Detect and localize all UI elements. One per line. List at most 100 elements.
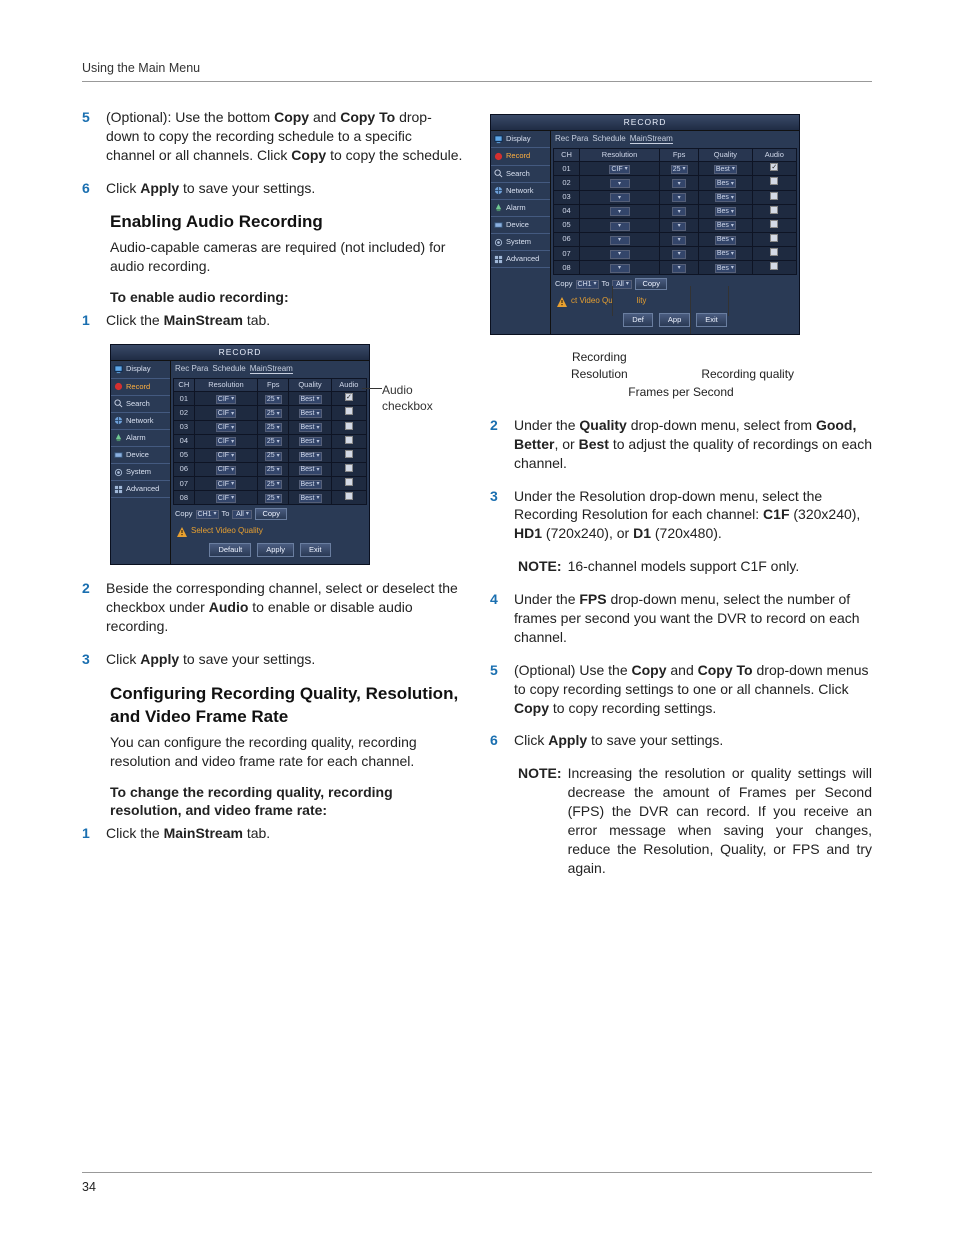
- resolution-dropdown[interactable]: [610, 193, 630, 202]
- resolution-dropdown[interactable]: [610, 207, 630, 216]
- sidebar-item-display[interactable]: Display: [491, 131, 550, 148]
- audio-checkbox[interactable]: [770, 177, 778, 185]
- resolution-dropdown[interactable]: CIF: [216, 466, 236, 475]
- fps-dropdown[interactable]: [672, 207, 686, 216]
- exit-button[interactable]: Exit: [300, 543, 331, 557]
- quality-dropdown[interactable]: Best: [299, 480, 322, 489]
- sidebar-item-alarm[interactable]: Alarm: [491, 200, 550, 217]
- tab-mainstream[interactable]: MainStream: [250, 364, 293, 374]
- def-button[interactable]: Def: [623, 313, 653, 327]
- audio-checkbox[interactable]: [345, 407, 353, 415]
- fps-dropdown[interactable]: 25: [265, 395, 282, 404]
- resolution-dropdown[interactable]: CIF: [216, 395, 236, 404]
- sidebar-item-system[interactable]: System: [491, 234, 550, 251]
- fps-dropdown[interactable]: [672, 250, 686, 259]
- tab-recpara[interactable]: Rec Para: [175, 364, 208, 373]
- audio-checkbox[interactable]: [345, 422, 353, 430]
- fps-dropdown[interactable]: 25: [671, 165, 688, 174]
- quality-dropdown[interactable]: Best: [299, 494, 322, 503]
- resolution-dropdown[interactable]: CIF: [216, 437, 236, 446]
- sidebar-item-device[interactable]: Device: [491, 217, 550, 234]
- quality-dropdown[interactable]: Bes: [715, 236, 736, 245]
- copy-to-dropdown[interactable]: All: [612, 280, 632, 289]
- default-button[interactable]: Default: [209, 543, 251, 557]
- fps-dropdown[interactable]: 25: [265, 494, 282, 503]
- fps-dropdown[interactable]: [672, 179, 686, 188]
- sidebar-item-network[interactable]: Network: [491, 183, 550, 200]
- audio-checkbox[interactable]: [770, 192, 778, 200]
- resolution-dropdown[interactable]: CIF: [609, 165, 629, 174]
- quality-dropdown[interactable]: Best: [299, 466, 322, 475]
- copy-to-dropdown[interactable]: All: [232, 510, 252, 519]
- audio-checkbox[interactable]: [345, 450, 353, 458]
- audio-checkbox[interactable]: [770, 234, 778, 242]
- fps-dropdown[interactable]: 25: [265, 452, 282, 461]
- quality-dropdown[interactable]: Bes: [715, 207, 736, 216]
- sidebar-item-search[interactable]: Search: [111, 396, 170, 413]
- audio-checkbox[interactable]: [770, 262, 778, 270]
- resolution-dropdown[interactable]: [610, 222, 630, 231]
- audio-checkbox[interactable]: [770, 220, 778, 228]
- audio-checkbox[interactable]: [770, 248, 778, 256]
- app-button[interactable]: App: [659, 313, 690, 327]
- fps-dropdown[interactable]: 25: [265, 423, 282, 432]
- resolution-dropdown[interactable]: [610, 179, 630, 188]
- quality-dropdown[interactable]: Best: [299, 395, 322, 404]
- resolution-dropdown[interactable]: CIF: [216, 423, 236, 432]
- audio-checkbox[interactable]: [345, 436, 353, 444]
- quality-dropdown[interactable]: Bes: [715, 179, 736, 188]
- audio-checkbox[interactable]: [770, 163, 778, 171]
- quality-dropdown[interactable]: Best: [299, 437, 322, 446]
- resolution-dropdown[interactable]: [610, 264, 630, 273]
- sidebar-item-record[interactable]: Record: [491, 148, 550, 165]
- fps-dropdown[interactable]: 25: [265, 466, 282, 475]
- copy-label: Copy: [555, 279, 573, 289]
- audio-checkbox[interactable]: [345, 393, 353, 401]
- tab-mainstream[interactable]: MainStream: [630, 134, 673, 144]
- resolution-dropdown[interactable]: CIF: [216, 409, 236, 418]
- resolution-dropdown[interactable]: CIF: [216, 452, 236, 461]
- quality-dropdown[interactable]: Bes: [715, 250, 736, 259]
- quality-dropdown[interactable]: Bes: [715, 264, 736, 273]
- sidebar-item-system[interactable]: System: [111, 464, 170, 481]
- exit-button[interactable]: Exit: [696, 313, 727, 327]
- fps-dropdown[interactable]: [672, 264, 686, 273]
- fps-dropdown[interactable]: 25: [265, 409, 282, 418]
- quality-dropdown[interactable]: Best: [299, 409, 322, 418]
- audio-checkbox[interactable]: [345, 492, 353, 500]
- sidebar-item-display[interactable]: Display: [111, 361, 170, 378]
- tab-recpara[interactable]: Rec Para: [555, 134, 588, 143]
- quality-dropdown[interactable]: Best: [299, 452, 322, 461]
- fps-dropdown[interactable]: [672, 236, 686, 245]
- quality-dropdown[interactable]: Best: [299, 423, 322, 432]
- quality-dropdown[interactable]: Best: [714, 165, 737, 174]
- col-quality: Quality: [289, 379, 331, 392]
- sidebar-item-network[interactable]: Network: [111, 413, 170, 430]
- fps-dropdown[interactable]: [672, 193, 686, 202]
- resolution-dropdown[interactable]: CIF: [216, 480, 236, 489]
- quality-dropdown[interactable]: Bes: [715, 193, 736, 202]
- apply-button[interactable]: Apply: [257, 543, 294, 557]
- sidebar-item-record[interactable]: Record: [111, 379, 170, 396]
- quality-dropdown[interactable]: Bes: [715, 221, 736, 230]
- sidebar-item-device[interactable]: Device: [111, 447, 170, 464]
- audio-checkbox[interactable]: [770, 206, 778, 214]
- fps-dropdown[interactable]: 25: [265, 437, 282, 446]
- copy-button[interactable]: Copy: [635, 278, 667, 290]
- tab-schedule[interactable]: Schedule: [212, 364, 245, 373]
- resolution-dropdown[interactable]: CIF: [216, 494, 236, 503]
- resolution-dropdown[interactable]: [610, 236, 630, 245]
- fps-dropdown[interactable]: [672, 222, 686, 231]
- copy-button[interactable]: Copy: [255, 508, 287, 520]
- copy-from-dropdown[interactable]: CH1: [196, 510, 219, 519]
- copy-from-dropdown[interactable]: CH1: [576, 280, 599, 289]
- tab-schedule[interactable]: Schedule: [592, 134, 625, 143]
- resolution-dropdown[interactable]: [610, 250, 630, 259]
- sidebar-item-advanced[interactable]: Advanced: [491, 251, 550, 268]
- sidebar-item-alarm[interactable]: Alarm: [111, 430, 170, 447]
- audio-checkbox[interactable]: [345, 478, 353, 486]
- fps-dropdown[interactable]: 25: [265, 480, 282, 489]
- sidebar-item-advanced[interactable]: Advanced: [111, 481, 170, 498]
- sidebar-item-search[interactable]: Search: [491, 166, 550, 183]
- audio-checkbox[interactable]: [345, 464, 353, 472]
